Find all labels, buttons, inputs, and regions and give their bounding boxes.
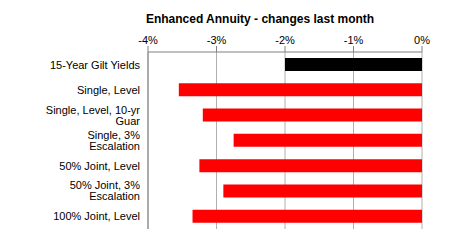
svg-text:Single, Level: Single, Level xyxy=(77,84,140,96)
svg-text:-4%: -4% xyxy=(138,34,158,46)
svg-text:Single, Level, 10-yrGuar: Single, Level, 10-yrGuar xyxy=(46,104,140,127)
svg-text:0%: 0% xyxy=(414,34,430,46)
svg-text:50% Joint, 3%Escalation: 50% Joint, 3%Escalation xyxy=(70,179,141,202)
svg-text:-3%: -3% xyxy=(207,34,227,46)
html-text:Enhanced Annuity - changes las: Enhanced Annuity - changes last month xyxy=(145,12,375,26)
svg-text:15-Year Gilt Yields: 15-Year Gilt Yields xyxy=(50,59,141,71)
svg-text:-2%: -2% xyxy=(275,34,295,46)
svg-text:Single, 3%Escalation: Single, 3%Escalation xyxy=(87,129,140,152)
svg-text:100% Joint, Level: 100% Joint, Level xyxy=(53,210,140,222)
svg-text:50% Joint, Level: 50% Joint, Level xyxy=(59,160,140,172)
svg-text:-1%: -1% xyxy=(344,34,364,46)
